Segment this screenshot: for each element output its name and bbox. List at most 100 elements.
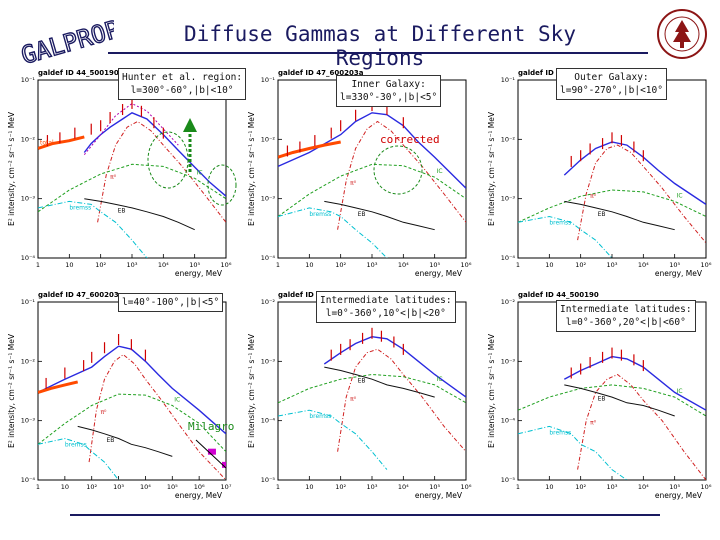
component-label-eb: EB — [598, 211, 606, 218]
region-label-4: l=40°-100°,|b|<5° — [118, 293, 224, 312]
component-label-ic: IC — [197, 169, 203, 176]
x-tick-label: 10 — [305, 261, 313, 269]
x-axis-label: energy, MeV — [415, 269, 463, 278]
component-label-eb: EB — [118, 207, 126, 214]
x-tick-label: 10³ — [367, 483, 378, 491]
component-label-pi0: π⁰ — [350, 396, 357, 403]
x-tick-label: 10⁵ — [429, 261, 440, 269]
university-seal-icon — [657, 9, 707, 59]
x-axis-label: energy, MeV — [175, 269, 223, 278]
y-tick-label: 10⁻³ — [261, 357, 276, 365]
panel-3: galdef ID 44_50019011010²10³10⁴10⁵10⁶10⁻… — [484, 60, 716, 282]
x-tick-label: 10 — [65, 261, 73, 269]
region-label-3-line-1: Outer Galaxy: — [574, 72, 649, 83]
region-label-3: Outer Galaxy: l=90°-270°,|b|<10° — [556, 68, 667, 100]
series-total — [563, 141, 706, 205]
y-axis-label: E² intensity, cm⁻² sr⁻¹ s⁻¹ MeV — [487, 111, 496, 226]
x-tick-label: 10⁵ — [429, 483, 440, 491]
x-tick-label: 10³ — [607, 261, 618, 269]
component-label-pi0: π⁰ — [350, 180, 357, 187]
plot-frame — [37, 301, 227, 481]
x-tick-label: 10³ — [607, 483, 618, 491]
x-tick-label: 10 — [61, 483, 69, 491]
component-label-ic: IC — [437, 376, 443, 383]
series-total — [83, 112, 226, 197]
y-tick-label: 10⁻³ — [261, 195, 276, 203]
x-tick-label: 10⁵ — [669, 483, 680, 491]
x-tick-label: 10 — [545, 483, 553, 491]
component-label-eb: EB — [598, 395, 606, 402]
panel-id: galdef ID 44_500190 — [38, 69, 119, 77]
series-pi0 — [577, 144, 706, 244]
x-tick-label: 10 — [305, 483, 313, 491]
series-eb — [564, 384, 675, 417]
component-label-ic: IC — [677, 388, 683, 395]
region-label-2-line-1: Inner Galaxy: — [351, 79, 426, 90]
region-label-1: Hunter et al. region: l=300°-60°,|b|<10° — [118, 68, 247, 100]
panel-id: galdef ID 44_500190 — [518, 291, 599, 299]
x-tick-label: 10³ — [367, 261, 378, 269]
y-tick-label: 10⁻⁴ — [261, 254, 276, 262]
component-label-eb: EB — [358, 377, 366, 384]
x-axis-label: energy, MeV — [175, 491, 223, 500]
x-tick-label: 1 — [36, 261, 40, 269]
chart-4: galdef ID 47_600203a 1 10 10² 10³ 10⁴ 10⁵ 10⁶ 10… — [7, 291, 232, 500]
bottom-divider — [70, 514, 660, 516]
component-label-bremss: bremss — [309, 211, 331, 218]
region-label-5-line-1: Intermediate latitudes: — [320, 295, 452, 306]
x-tick-label: 10⁴ — [398, 483, 409, 491]
component-label-ic: IC — [677, 192, 683, 199]
y-axis-label: E² intensity, cm⁻² sr⁻¹ s⁻¹ MeV — [7, 333, 16, 448]
series-bremss — [518, 425, 628, 480]
y-tick-label: 10⁻¹ — [501, 76, 516, 84]
series-bremss — [38, 437, 120, 480]
x-tick-label: 10⁴ — [158, 261, 169, 269]
svg-text:GALPROP: GALPROP — [18, 15, 114, 64]
x-axis-label: energy, MeV — [655, 269, 703, 278]
x-tick-label: 10⁶ — [461, 261, 472, 269]
y-tick-label: 10⁻³ — [21, 195, 36, 203]
series-total — [563, 355, 706, 411]
y-axis-label: E² intensity, cm⁻² sr⁻¹ s⁻¹ MeV — [487, 333, 496, 448]
y-tick-label: 10⁻⁵ — [261, 476, 276, 484]
x-tick-label: 10² — [575, 261, 586, 269]
component-label-ic: IC — [437, 168, 443, 175]
y-tick-label: 10⁻² — [501, 298, 516, 306]
y-tick-label: 10⁻⁴ — [21, 476, 36, 484]
region-label-4-line-1: l=40°-100°,|b|<5° — [122, 297, 220, 308]
series-ic — [278, 163, 466, 217]
galprop-logo: GALPROP — [17, 14, 114, 64]
y-tick-label: 10⁻⁵ — [501, 476, 516, 484]
y-tick-label: 10⁻³ — [21, 417, 36, 425]
y-tick-label: 10⁻¹ — [21, 76, 36, 84]
y-tick-label: 10⁻³ — [501, 357, 516, 365]
series-hump — [83, 103, 179, 156]
x-tick-label: 1 — [516, 483, 520, 491]
component-label-eb: EB — [107, 437, 115, 444]
plot-frame — [517, 79, 707, 259]
y-tick-label: 10⁻⁴ — [261, 417, 276, 425]
x-tick-label: 1 — [516, 261, 520, 269]
y-tick-label: 10⁻¹ — [21, 298, 36, 306]
x-tick-label: 10² — [575, 483, 586, 491]
x-tick-label: 10⁶ — [701, 483, 712, 491]
series-pi0 — [88, 353, 226, 480]
region-label-6-line-1: Intermediate latitudes: — [560, 304, 692, 315]
component-label-bremss: bremss — [69, 204, 91, 211]
region-label-2: Inner Galaxy: l=330°-30°,|b|<5° — [336, 75, 442, 107]
series-pi0 — [97, 120, 226, 223]
x-tick-label: 10⁴ — [638, 483, 649, 491]
series-eb — [324, 366, 435, 398]
region-label-3-line-2: l=90°-270°,|b|<10° — [560, 85, 663, 96]
milagro-callout: Milagro — [188, 420, 235, 433]
component-label-pi0: π⁰ — [110, 174, 117, 181]
series-sources — [38, 135, 85, 150]
region-label-1-line-2: l=300°-60°,|b|<10° — [130, 85, 234, 96]
component-label-bremss: bremss — [549, 220, 571, 227]
y-tick-label: 10⁻² — [261, 135, 276, 143]
x-tick-label: 10⁴ — [140, 483, 151, 491]
series-pi0 — [577, 373, 706, 480]
series-pi0 — [337, 348, 466, 453]
y-tick-label: 10⁻⁴ — [501, 417, 516, 425]
y-tick-label: 10⁻² — [21, 357, 36, 365]
